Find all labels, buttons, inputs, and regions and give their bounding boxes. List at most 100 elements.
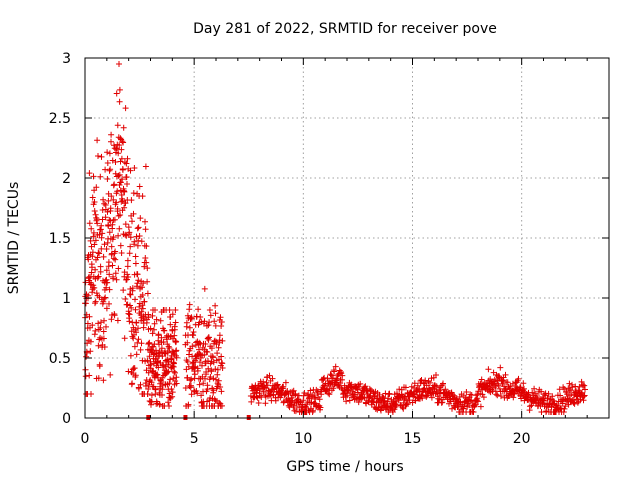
data-point: [419, 395, 426, 402]
data-point: [386, 390, 393, 397]
data-point: [97, 263, 104, 270]
data-point: [123, 160, 130, 167]
data-point: [216, 332, 223, 339]
data-point: [99, 216, 106, 223]
data-point: [214, 371, 221, 378]
data-point: [173, 374, 180, 381]
data-point: [129, 218, 135, 225]
data-point: [578, 390, 585, 397]
data-point: [92, 237, 99, 244]
data-point: [137, 215, 144, 222]
data-point: [147, 325, 154, 332]
data-point: [148, 401, 154, 408]
data-point: [108, 138, 114, 145]
data-point: [117, 158, 124, 165]
data-point: [134, 280, 141, 287]
data-point: [148, 379, 155, 386]
data-point: [201, 318, 208, 325]
data-point: [92, 300, 98, 307]
data-point: [167, 395, 174, 401]
data-point: [104, 208, 111, 215]
x-tick-label: 5: [190, 431, 199, 447]
data-point: [142, 255, 149, 261]
data-point: [88, 225, 95, 232]
data-point: [121, 204, 128, 211]
data-point: [320, 376, 327, 382]
data-point: [545, 390, 552, 397]
data-point: [183, 319, 190, 326]
data-point: [137, 346, 144, 353]
data-point: [139, 292, 146, 298]
data-point: [102, 294, 109, 301]
data-point: [215, 377, 222, 384]
data-point: [106, 300, 112, 307]
data-point: [330, 385, 337, 392]
data-point: [357, 380, 364, 387]
data-point: [402, 384, 409, 391]
data-point: [211, 337, 218, 344]
data-point: [496, 385, 503, 392]
data-point: [100, 328, 107, 335]
data-point: [112, 248, 119, 255]
data-point: [305, 391, 312, 398]
data-point: [100, 196, 107, 203]
data-point: [115, 212, 122, 219]
data-point: [204, 335, 211, 342]
data-point: [103, 276, 110, 283]
data-point: [412, 397, 419, 404]
data-point: [327, 371, 334, 378]
data-point: [96, 231, 103, 238]
data-point: [528, 402, 535, 409]
data-point: [165, 368, 172, 375]
y-tick-label: 2.5: [49, 111, 71, 127]
data-point: [284, 388, 291, 394]
data-point: [172, 319, 179, 326]
data-point: [126, 311, 133, 318]
data-point: [87, 348, 94, 355]
data-point: [173, 347, 180, 354]
data-point: [118, 179, 124, 186]
data-point: [186, 324, 193, 331]
data-point: [171, 332, 178, 339]
data-point: [272, 397, 279, 404]
data-point: [260, 388, 267, 395]
y-axis-label: SRMTID / TECUs: [6, 182, 22, 295]
data-point: [126, 229, 133, 236]
data-point: [218, 353, 225, 360]
data-point: [256, 392, 263, 399]
data-point: [135, 277, 142, 284]
x-tick-label: 10: [294, 431, 312, 447]
data-point: [171, 360, 177, 367]
data-point: [200, 380, 207, 387]
data-point: [133, 351, 140, 358]
data-point: [566, 380, 573, 387]
data-point: [111, 312, 118, 319]
data-point: [103, 323, 109, 330]
data-point: [106, 167, 113, 174]
data-point: [167, 321, 174, 328]
data-point: [111, 142, 117, 149]
data-point: [169, 393, 176, 400]
data-point: [116, 171, 123, 178]
data-point: [253, 393, 260, 400]
data-point: [201, 285, 208, 292]
data-point: [87, 237, 94, 244]
chart-title: Day 281 of 2022, SRMTID for receiver pov…: [193, 21, 497, 37]
data-point: [126, 318, 133, 325]
data-point: [122, 231, 129, 238]
data-point: [89, 249, 96, 256]
data-point: [106, 229, 113, 236]
data-point: [184, 358, 191, 365]
data-point: [126, 291, 133, 298]
data-point: [108, 193, 115, 200]
data-point: [207, 312, 214, 319]
data-point: [117, 242, 124, 249]
data-point: [164, 348, 171, 355]
data-point: [115, 265, 122, 272]
y-tick-label: 1.5: [49, 231, 71, 247]
data-point: [88, 269, 95, 276]
data-point: [310, 407, 316, 414]
data-point: [130, 335, 137, 342]
data-point: [332, 363, 339, 370]
data-point: [140, 280, 147, 287]
